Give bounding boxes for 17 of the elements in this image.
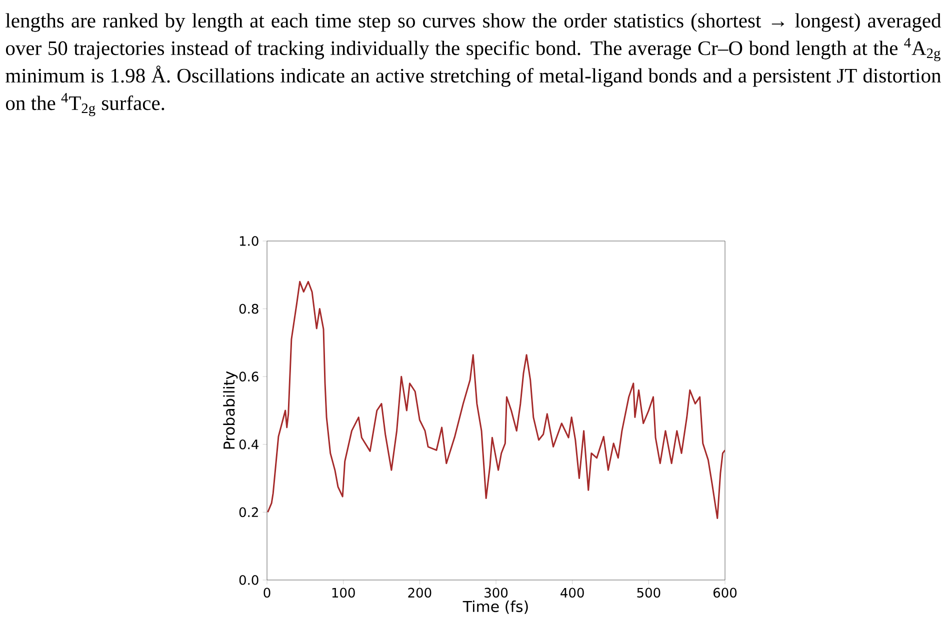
- y-tick-label: 0.8: [239, 304, 258, 314]
- x-tick-label: 300: [484, 588, 508, 598]
- x-tick-label: 400: [560, 588, 584, 598]
- y-tick-label: 0.2: [239, 507, 258, 518]
- y-axis-title: Probability: [223, 371, 238, 449]
- y-tick-label: 1.0: [240, 236, 258, 246]
- line-series: [267, 280, 725, 520]
- x-tick-label: 200: [408, 588, 432, 598]
- y-tick-label: 0.4: [239, 439, 258, 450]
- y-tick-label: 0.0: [239, 575, 258, 585]
- x-tick-label: 500: [637, 588, 660, 598]
- x-tick-label: 100: [332, 588, 355, 598]
- x-axis-title: Time (fs): [462, 600, 528, 614]
- x-tick-label: 600: [714, 588, 737, 598]
- y-tick-label: 0.6: [239, 372, 258, 382]
- text: lengths are ranked by length at each time step so curves show the order statistics (shortest → longest) averaged over 50 trajectories instead of tracking individually the specific bond. The average Cr–O bond length at the $^{4}$A$_{2g}$ minimum is 1.98 Å. Oscillations indicate an active stretching of metal-ligand bonds and a persistent JT distortion on the $^{4}$T$_{2g}$ surface.: [6, 13, 942, 116]
- x-tick-label: 0: [264, 588, 270, 598]
